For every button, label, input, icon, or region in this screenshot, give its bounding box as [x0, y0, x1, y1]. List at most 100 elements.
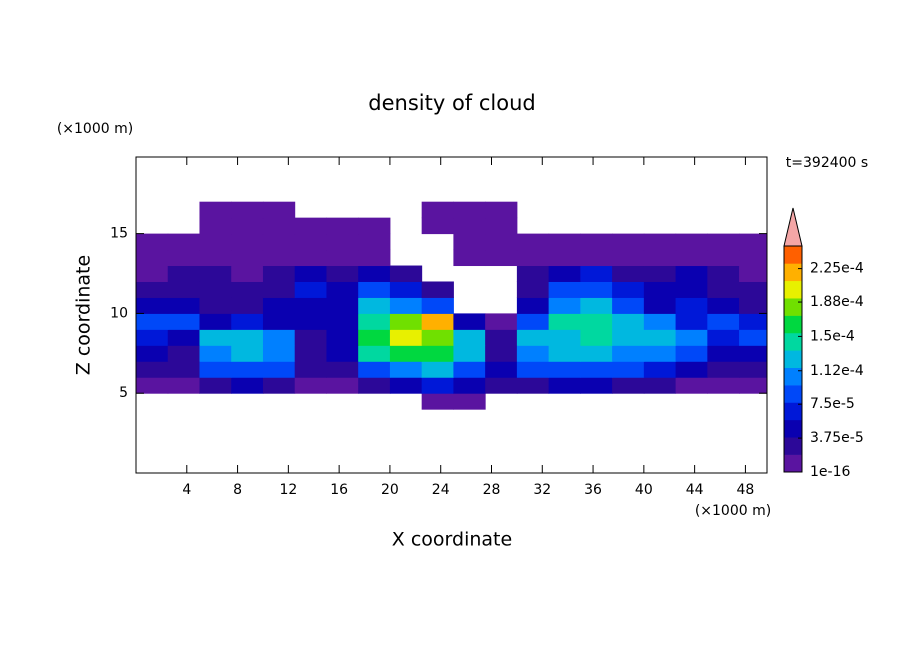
field-cell: [485, 217, 518, 235]
field-cell: [485, 329, 518, 346]
field-cell: [136, 218, 168, 234]
field-cell: [136, 361, 169, 378]
field-cell: [549, 218, 581, 234]
y-tick-label: 5: [119, 385, 128, 401]
colorbar-band: [784, 280, 802, 299]
field-cell: [707, 202, 739, 218]
field-cell: [231, 249, 264, 267]
field: [136, 201, 767, 410]
field-cell: [675, 377, 708, 394]
field-cell: [516, 329, 550, 346]
field-cell: [517, 218, 549, 234]
field-cell: [643, 361, 677, 378]
field-cell: [231, 313, 264, 330]
field-cell: [643, 329, 677, 346]
field-cell: [644, 218, 676, 234]
x-tick-label: 20: [381, 482, 399, 498]
field-cell: [326, 297, 359, 314]
field-cell: [167, 313, 200, 330]
field-cell: [231, 265, 264, 282]
field-cell: [739, 329, 767, 346]
colorbar-tick-label: 7.5e-5: [810, 396, 855, 412]
field-cell: [612, 218, 644, 234]
x-tick-label: 32: [533, 482, 551, 498]
field-cell: [199, 281, 232, 298]
field-cell: [167, 329, 200, 346]
field-cell: [453, 361, 486, 378]
field-cell: [136, 393, 168, 409]
field-cell: [580, 377, 613, 394]
field-cell: [262, 217, 296, 235]
field-cell: [612, 202, 644, 218]
field-cell: [136, 329, 169, 346]
field-cell: [580, 345, 613, 362]
y-tick-label: 15: [110, 226, 128, 242]
field-cell: [199, 329, 232, 346]
field-cell: [231, 281, 264, 298]
field-cell: [389, 281, 423, 298]
x-axis-label: X coordinate: [392, 529, 512, 551]
field-cell: [294, 297, 327, 314]
field-cell: [707, 281, 740, 298]
field-cell: [676, 218, 708, 234]
field-cell: [516, 313, 550, 330]
field-cell: [358, 393, 390, 409]
field-cell: [167, 377, 200, 394]
field-cell: [167, 297, 200, 314]
colorbar-extension: [783, 207, 803, 247]
field-cell: [612, 265, 645, 282]
field-cell: [326, 361, 359, 378]
field-cell: [358, 329, 391, 346]
field-cell: [453, 377, 486, 394]
field-cell: [453, 233, 486, 251]
colorbar-band: [784, 246, 802, 264]
field-cell: [548, 233, 581, 251]
field-cell: [262, 233, 296, 251]
x-tick-label: 4: [182, 482, 191, 498]
field-cell: [485, 297, 517, 313]
field-cell: [390, 393, 422, 409]
field-cell: [739, 265, 767, 282]
field-cell: [580, 281, 613, 298]
colorbar-band: [784, 332, 802, 351]
field-cell: [421, 313, 454, 330]
field-cell: [294, 377, 327, 394]
x-tick-label: 48: [737, 482, 755, 498]
field-cell: [580, 361, 613, 378]
field-cell: [136, 249, 169, 267]
field-cell: [167, 361, 200, 378]
field-cell: [707, 329, 740, 346]
field-cell: [548, 297, 581, 314]
field-cell: [167, 281, 200, 298]
field-cell: [453, 329, 486, 346]
field-cell: [516, 233, 550, 251]
field-cell: [262, 329, 296, 346]
field-cell: [231, 233, 264, 251]
field-cell: [326, 393, 358, 409]
field-cell: [643, 313, 677, 330]
field-cell: [676, 393, 708, 409]
x-tick-label: 8: [233, 482, 242, 498]
field-cell: [548, 345, 581, 362]
field-cell: [516, 345, 550, 362]
field-cell: [199, 265, 232, 282]
field-cell: [644, 393, 676, 409]
field-cell: [643, 249, 677, 267]
field-cell: [517, 202, 549, 218]
colorbar-band: [784, 298, 802, 316]
plot-frame: [135, 156, 768, 474]
x-tick-label: 40: [635, 482, 653, 498]
field-cell: [389, 329, 423, 346]
field-cell: [358, 313, 391, 330]
field-cell: [580, 202, 612, 218]
field-cell: [262, 377, 296, 394]
field-cell: [516, 281, 550, 298]
field-cell: [549, 393, 581, 409]
field-cell: [231, 201, 264, 219]
field-cell: [390, 234, 422, 250]
field-cell: [231, 345, 264, 362]
field-cell: [707, 265, 740, 282]
field-cell: [421, 345, 454, 362]
colorbar-frame: [783, 245, 803, 473]
x-unit: (×1000 m): [695, 503, 771, 519]
